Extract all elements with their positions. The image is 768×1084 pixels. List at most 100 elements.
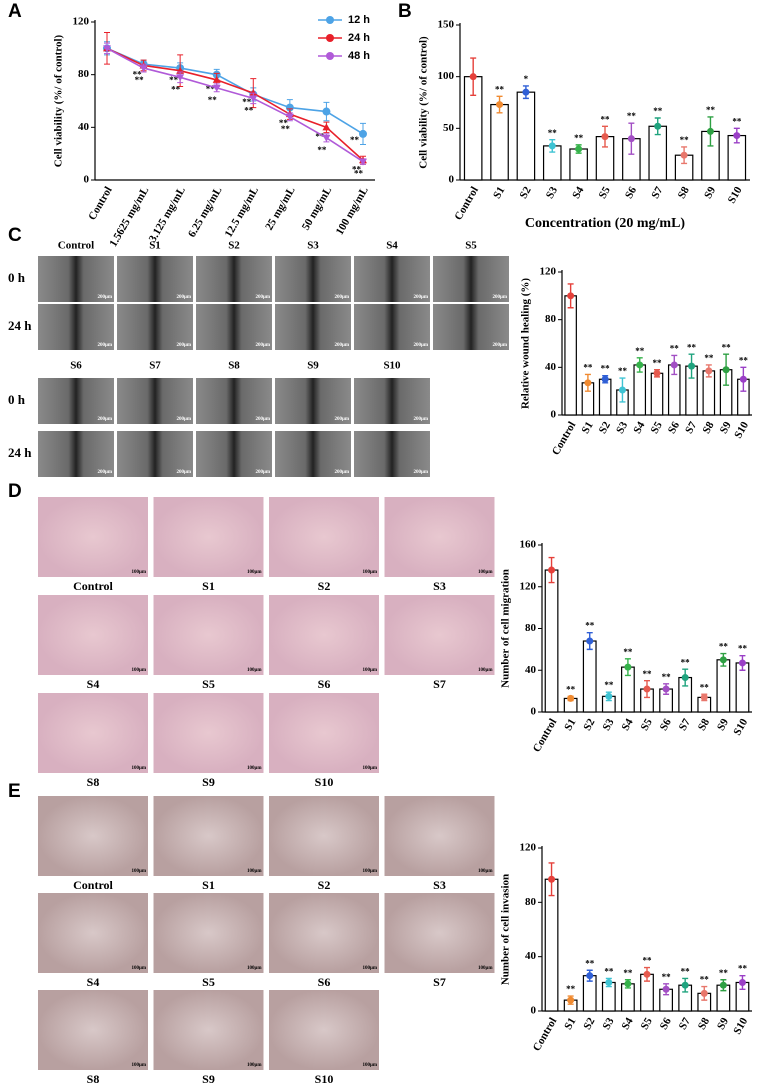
- panel-letter: A: [8, 1, 22, 22]
- x-tick-label: S6: [623, 184, 639, 200]
- x-tick-label: S7: [649, 184, 665, 200]
- bar: [564, 295, 577, 416]
- significance: **: [722, 342, 732, 352]
- y-axis-label: Number of cell migration: [500, 569, 512, 688]
- x-tick-label: S2: [581, 1015, 597, 1031]
- y-axis-label: Relative wound healing (%): [520, 278, 532, 409]
- column-label: S4: [386, 240, 398, 252]
- significance: *: [524, 74, 529, 84]
- mean-marker: [575, 145, 583, 153]
- mean-marker: [548, 142, 556, 150]
- legend-label: 24 h: [348, 32, 370, 44]
- column-label: S6: [70, 360, 82, 372]
- bar: [582, 640, 597, 713]
- significance: **: [653, 106, 663, 116]
- x-tick-label: S10: [732, 419, 751, 440]
- marker: [212, 84, 221, 92]
- significance: **: [601, 364, 611, 374]
- x-tick-label: S10: [731, 1015, 750, 1036]
- mean-marker: [624, 663, 632, 671]
- mean-marker: [706, 127, 714, 135]
- marker: [285, 103, 294, 112]
- significance: **: [169, 75, 179, 85]
- column-label: S7: [149, 360, 161, 372]
- scale-label: 100μm: [247, 668, 262, 673]
- x-axis-label: Concentration (20 mg/mL): [525, 216, 686, 231]
- mean-marker: [601, 375, 609, 383]
- scale-label: 200μm: [414, 295, 429, 300]
- y-tick-label: 80: [525, 622, 537, 634]
- y-tick-label: 0: [531, 1005, 537, 1017]
- x-tick-label: Control: [550, 420, 579, 458]
- scale-label: 100μm: [363, 668, 378, 673]
- x-tick-label: S5: [649, 419, 665, 435]
- y-tick-label: 80: [78, 68, 90, 80]
- x-tick-label: S3: [600, 716, 616, 732]
- mean-marker: [670, 361, 678, 369]
- micrograph: [275, 304, 351, 350]
- micrograph: [275, 378, 351, 424]
- scale-label: 100μm: [247, 869, 262, 874]
- scale-label: 100μm: [363, 1063, 378, 1068]
- image-label: S2: [318, 579, 331, 593]
- y-tick-label: 120: [520, 580, 537, 592]
- mean-marker: [469, 73, 477, 81]
- image-label: Control: [73, 579, 113, 593]
- scale-label: 100μm: [132, 869, 147, 874]
- scale-label: 200μm: [414, 343, 429, 348]
- column-label: S10: [383, 360, 401, 372]
- image-label: S1: [202, 878, 215, 892]
- significance: **: [739, 355, 749, 365]
- image-label: S1: [202, 579, 215, 593]
- x-tick-label: S9: [715, 1015, 731, 1031]
- micrograph: [269, 990, 379, 1070]
- mean-marker: [567, 996, 575, 1004]
- micrograph: [38, 990, 148, 1070]
- significance: **: [601, 114, 611, 124]
- column-label: Control: [58, 240, 94, 252]
- y-tick-label: 80: [525, 896, 537, 908]
- x-tick-label: S1: [562, 1016, 578, 1032]
- scale-label: 200μm: [177, 343, 192, 348]
- marker: [139, 65, 148, 73]
- x-tick-label: S9: [718, 419, 734, 435]
- micrograph: [117, 256, 193, 302]
- micrograph: [269, 893, 379, 973]
- scale-label: 200μm: [414, 470, 429, 475]
- micrograph: [433, 256, 509, 302]
- y-axis-label: Cell viability (%/ of control): [53, 34, 65, 167]
- legend-label: 12 h: [348, 14, 370, 26]
- mean-marker: [643, 685, 651, 693]
- panel-letter: D: [8, 481, 22, 502]
- significance: **: [623, 647, 633, 657]
- mean-marker: [496, 101, 504, 109]
- significance: **: [352, 164, 362, 174]
- x-tick-label: S10: [726, 184, 745, 205]
- micrograph: [153, 990, 264, 1070]
- y-axis-label: Number of cell invasion: [500, 874, 512, 985]
- significance: **: [662, 672, 672, 682]
- scale-label: 200μm: [493, 343, 508, 348]
- micrograph: [354, 431, 430, 477]
- row-label: 0 h: [8, 270, 26, 285]
- row-label: 24 h: [8, 318, 32, 333]
- y-tick-label: 40: [525, 950, 537, 962]
- scale-label: 200μm: [493, 295, 508, 300]
- x-tick-label: S3: [614, 419, 630, 435]
- significance: **: [354, 169, 364, 179]
- scale-label: 100μm: [132, 668, 147, 673]
- micrograph: [153, 497, 264, 577]
- mean-marker: [548, 875, 556, 883]
- column-label: S9: [307, 360, 319, 372]
- image-label: S10: [315, 1072, 334, 1084]
- scale-label: 100μm: [132, 570, 147, 575]
- x-tick-label: 12.5 mg/mL: [223, 185, 262, 240]
- row-label: 0 h: [8, 392, 26, 407]
- scale-label: 200μm: [414, 417, 429, 422]
- scale-label: 200μm: [256, 343, 271, 348]
- x-tick-label: Control: [86, 185, 115, 223]
- mean-marker: [662, 685, 670, 693]
- x-tick-label: S4: [619, 716, 635, 732]
- scale-label: 200μm: [98, 343, 113, 348]
